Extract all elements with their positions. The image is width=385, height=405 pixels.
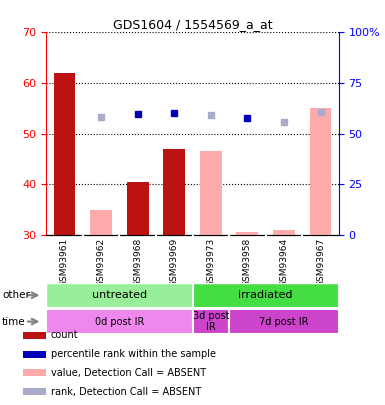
Bar xyxy=(192,283,339,308)
Bar xyxy=(200,151,222,235)
Text: time: time xyxy=(2,317,25,326)
Text: 7d post IR: 7d post IR xyxy=(259,317,309,326)
Bar xyxy=(23,332,47,339)
Bar xyxy=(23,350,47,358)
Bar xyxy=(46,309,192,334)
Bar xyxy=(23,388,47,395)
Text: rank, Detection Call = ABSENT: rank, Detection Call = ABSENT xyxy=(51,387,201,396)
Text: GSM93967: GSM93967 xyxy=(316,238,325,287)
Bar xyxy=(23,369,47,377)
Bar xyxy=(273,230,295,235)
Bar xyxy=(54,73,75,235)
Text: count: count xyxy=(51,330,79,340)
Bar xyxy=(229,309,339,334)
Text: GSM93969: GSM93969 xyxy=(170,238,179,287)
Text: GSM93962: GSM93962 xyxy=(97,238,105,287)
Text: GSM93968: GSM93968 xyxy=(133,238,142,287)
Text: 3d post
IR: 3d post IR xyxy=(192,311,229,333)
Text: GSM93958: GSM93958 xyxy=(243,238,252,287)
Text: GSM93964: GSM93964 xyxy=(280,238,288,287)
Text: value, Detection Call = ABSENT: value, Detection Call = ABSENT xyxy=(51,368,206,378)
Bar xyxy=(90,210,112,235)
Bar xyxy=(163,149,185,235)
Bar xyxy=(127,182,149,235)
Text: 0d post IR: 0d post IR xyxy=(95,317,144,326)
Text: GSM93961: GSM93961 xyxy=(60,238,69,287)
Bar xyxy=(192,309,229,334)
Bar xyxy=(46,283,192,308)
Text: other: other xyxy=(2,290,30,300)
Bar xyxy=(236,232,258,235)
Title: GDS1604 / 1554569_a_at: GDS1604 / 1554569_a_at xyxy=(113,18,272,31)
Text: percentile rank within the sample: percentile rank within the sample xyxy=(51,349,216,359)
Text: GSM93973: GSM93973 xyxy=(206,238,215,287)
Text: irradiated: irradiated xyxy=(238,290,293,300)
Bar xyxy=(310,108,331,235)
Text: untreated: untreated xyxy=(92,290,147,300)
